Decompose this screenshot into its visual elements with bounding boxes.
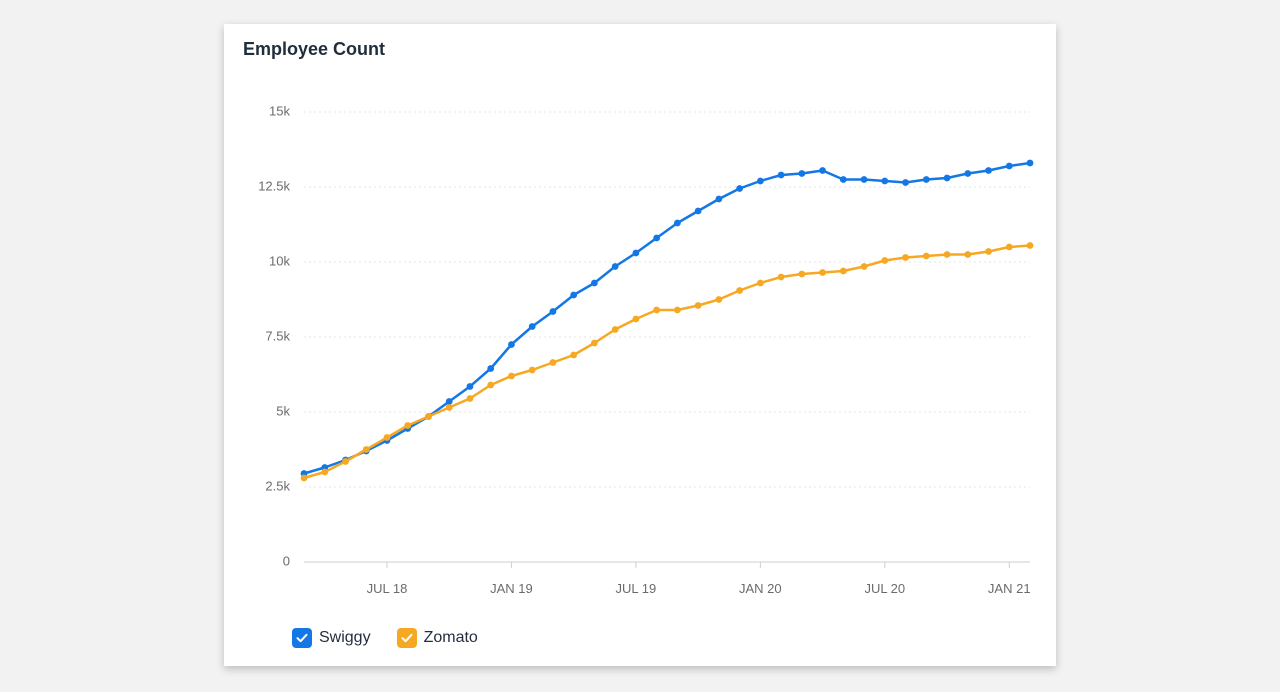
- series: [300, 159, 1034, 482]
- zomato-point[interactable]: [487, 381, 495, 389]
- zomato-point[interactable]: [321, 468, 329, 476]
- zomato-point[interactable]: [425, 413, 432, 420]
- legend-item-swiggy[interactable]: Swiggy: [292, 628, 371, 648]
- zomato-point[interactable]: [902, 254, 909, 261]
- y-tick-label: 2.5k: [265, 478, 290, 493]
- y-tick-label: 15k: [269, 103, 290, 118]
- zomato-point[interactable]: [756, 279, 764, 287]
- zomato-point[interactable]: [404, 422, 412, 429]
- zomato-point[interactable]: [591, 339, 598, 347]
- swiggy-checkbox[interactable]: [292, 628, 312, 648]
- zomato-line: [303, 244, 1031, 480]
- zomato-point[interactable]: [777, 273, 785, 281]
- zomato-point[interactable]: [715, 296, 723, 303]
- swiggy-point[interactable]: [1005, 162, 1013, 170]
- zomato-point[interactable]: [570, 351, 578, 359]
- checkmark-icon: [296, 633, 308, 643]
- swiggy-point[interactable]: [570, 291, 578, 299]
- swiggy-point[interactable]: [777, 171, 785, 179]
- swiggy-point[interactable]: [508, 341, 515, 348]
- swiggy-point[interactable]: [487, 365, 495, 372]
- zomato-point[interactable]: [528, 366, 536, 374]
- swiggy-point[interactable]: [549, 308, 557, 315]
- zomato-point[interactable]: [508, 372, 515, 380]
- zomato-point[interactable]: [549, 359, 557, 366]
- swiggy-point[interactable]: [756, 177, 764, 185]
- series-zomato: [300, 242, 1034, 482]
- swiggy-point[interactable]: [632, 249, 640, 257]
- zomato-point[interactable]: [839, 267, 847, 275]
- zomato-point[interactable]: [694, 302, 702, 309]
- zomato-point[interactable]: [445, 404, 453, 411]
- x-tick-label: JUL 18: [367, 581, 408, 596]
- swiggy-point[interactable]: [673, 219, 681, 227]
- legend-label-swiggy: Swiggy: [319, 629, 371, 646]
- x-tick-label: JAN 19: [490, 581, 533, 596]
- zomato-point[interactable]: [985, 248, 992, 255]
- y-tick-label: 0: [283, 553, 290, 568]
- swiggy-point[interactable]: [798, 170, 806, 177]
- swiggy-point[interactable]: [902, 179, 909, 186]
- swiggy-line: [303, 161, 1031, 475]
- swiggy-point[interactable]: [591, 279, 598, 287]
- x-axis-ticks: JUL 18 JAN 19 JUL 19 JAN 20 JUL 20 JAN 21: [367, 562, 1031, 596]
- y-tick-label: 10k: [269, 253, 290, 268]
- y-tick-label: 12.5k: [258, 178, 290, 193]
- swiggy-point[interactable]: [445, 398, 453, 405]
- x-tick-label: JUL 20: [864, 581, 905, 596]
- zomato-point[interactable]: [881, 257, 889, 264]
- legend-item-zomato[interactable]: Zomato: [396, 628, 478, 648]
- zomato-point[interactable]: [943, 251, 951, 258]
- legend-label-zomato: Zomato: [423, 629, 478, 646]
- swiggy-point[interactable]: [653, 234, 661, 242]
- swiggy-point[interactable]: [736, 185, 743, 192]
- x-tick-label: JUL 19: [616, 581, 657, 596]
- swiggy-point[interactable]: [466, 383, 474, 390]
- zomato-point[interactable]: [736, 287, 743, 294]
- zomato-point[interactable]: [466, 395, 474, 402]
- swiggy-point[interactable]: [943, 174, 951, 182]
- swiggy-point[interactable]: [922, 176, 930, 183]
- zomato-point[interactable]: [342, 458, 349, 465]
- gridlines: [304, 111, 1030, 488]
- x-tick-label: JAN 20: [739, 581, 782, 596]
- zomato-point[interactable]: [673, 306, 681, 314]
- swiggy-point[interactable]: [881, 177, 889, 185]
- swiggy-point[interactable]: [694, 207, 702, 215]
- checkmark-icon: [401, 633, 413, 643]
- legend: Swiggy Zomato: [292, 628, 478, 648]
- zomato-point[interactable]: [922, 252, 930, 260]
- swiggy-point[interactable]: [1026, 159, 1034, 167]
- chart-card: Employee Count 0 2.5k 5k 7.5k 10k 12.5k 15k JU…: [224, 24, 1056, 666]
- chart-title: Employee Count: [243, 39, 386, 59]
- swiggy-point[interactable]: [860, 176, 868, 183]
- swiggy-point[interactable]: [964, 170, 972, 177]
- zomato-point[interactable]: [383, 434, 391, 441]
- y-tick-label: 5k: [276, 403, 290, 418]
- zomato-point[interactable]: [860, 263, 868, 270]
- zomato-point[interactable]: [964, 251, 972, 258]
- zomato-point[interactable]: [1005, 243, 1013, 251]
- zomato-point[interactable]: [611, 326, 619, 333]
- swiggy-point[interactable]: [985, 167, 992, 174]
- swiggy-point[interactable]: [819, 167, 826, 174]
- swiggy-point[interactable]: [715, 195, 723, 203]
- series-swiggy: [300, 159, 1034, 477]
- zomato-point[interactable]: [798, 270, 806, 278]
- y-axis-ticks: 0 2.5k 5k 7.5k 10k 12.5k 15k: [258, 103, 290, 568]
- zomato-point[interactable]: [632, 315, 640, 323]
- zomato-point[interactable]: [1026, 242, 1034, 249]
- y-tick-label: 7.5k: [265, 328, 290, 343]
- zomato-point[interactable]: [300, 474, 308, 482]
- swiggy-point[interactable]: [528, 323, 536, 330]
- zomato-checkbox[interactable]: [396, 628, 417, 648]
- zomato-point[interactable]: [362, 446, 370, 453]
- x-tick-label: JAN 21: [988, 581, 1031, 596]
- zomato-point[interactable]: [653, 306, 661, 314]
- swiggy-point[interactable]: [839, 176, 847, 183]
- zomato-point[interactable]: [819, 269, 826, 276]
- swiggy-point[interactable]: [611, 263, 619, 270]
